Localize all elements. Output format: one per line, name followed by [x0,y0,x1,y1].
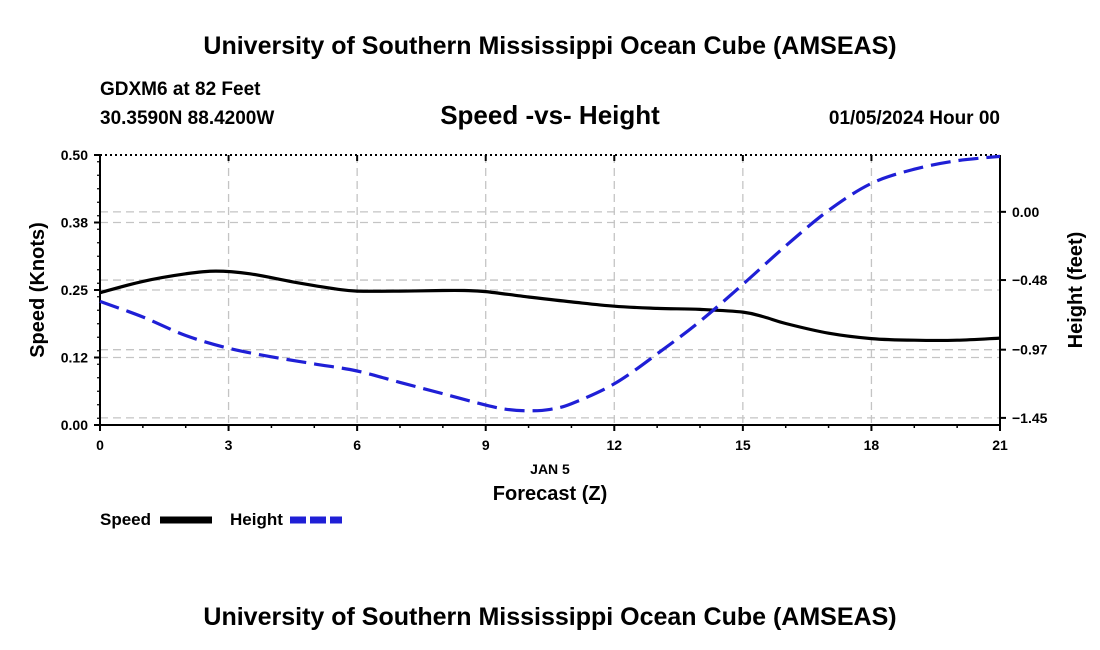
header-title-bottom: University of Southern Mississippi Ocean… [203,603,896,631]
x-tick-label: 0 [96,437,104,453]
x-tick-label: 12 [606,437,622,453]
legend: Speed Height [100,510,342,529]
x-tick-label: 15 [735,437,751,453]
y-tick-label: 0.00 [61,417,88,433]
y2-tick-label: 0.00 [1012,204,1039,220]
y-tick-label: 0.25 [61,282,88,298]
y-tick-label: 0.50 [61,147,88,163]
coordinates-label: 30.3590N 88.4200W [100,108,274,129]
chart-title: Speed -vs- Height [440,100,660,130]
series-line-height [99,154,1001,413]
y2-axis-ticks: −1.45 −0.97 −0.48 0.00 [1000,204,1048,426]
y-axis-title: Speed (Knots) [27,222,49,358]
x-date-label: JAN 5 [530,461,570,477]
y-axis-ticks: 0.00 0.12 0.25 0.38 0.50 [61,147,100,433]
grid-lines [100,155,1000,425]
y2-tick-label: −1.45 [1012,410,1048,426]
series-lines [99,154,1001,413]
x-tick-label: 21 [992,437,1008,453]
station-label: GDXM6 at 82 Feet [100,79,261,100]
x-tick-label: 18 [864,437,880,453]
series-line-speed [99,269,1001,343]
header-title-top: University of Southern Mississippi Ocean… [203,32,896,60]
x-axis-ticks: 0 3 6 9 12 15 18 21 [96,155,1008,453]
plot-frame [99,154,1001,426]
y2-tick-label: −0.97 [1012,342,1048,358]
x-axis-title: Forecast (Z) [493,483,607,505]
x-tick-label: 3 [225,437,233,453]
datetime-label: 01/05/2024 Hour 00 [829,108,1000,129]
legend-label-height: Height [230,510,283,529]
y2-axis-title: Height (feet) [1065,232,1087,349]
y-tick-label: 0.38 [61,215,88,231]
x-tick-label: 6 [353,437,361,453]
legend-label-speed: Speed [100,510,151,529]
x-tick-label: 9 [482,437,490,453]
y-tick-label: 0.12 [61,350,88,366]
y2-tick-label: −0.48 [1012,272,1048,288]
